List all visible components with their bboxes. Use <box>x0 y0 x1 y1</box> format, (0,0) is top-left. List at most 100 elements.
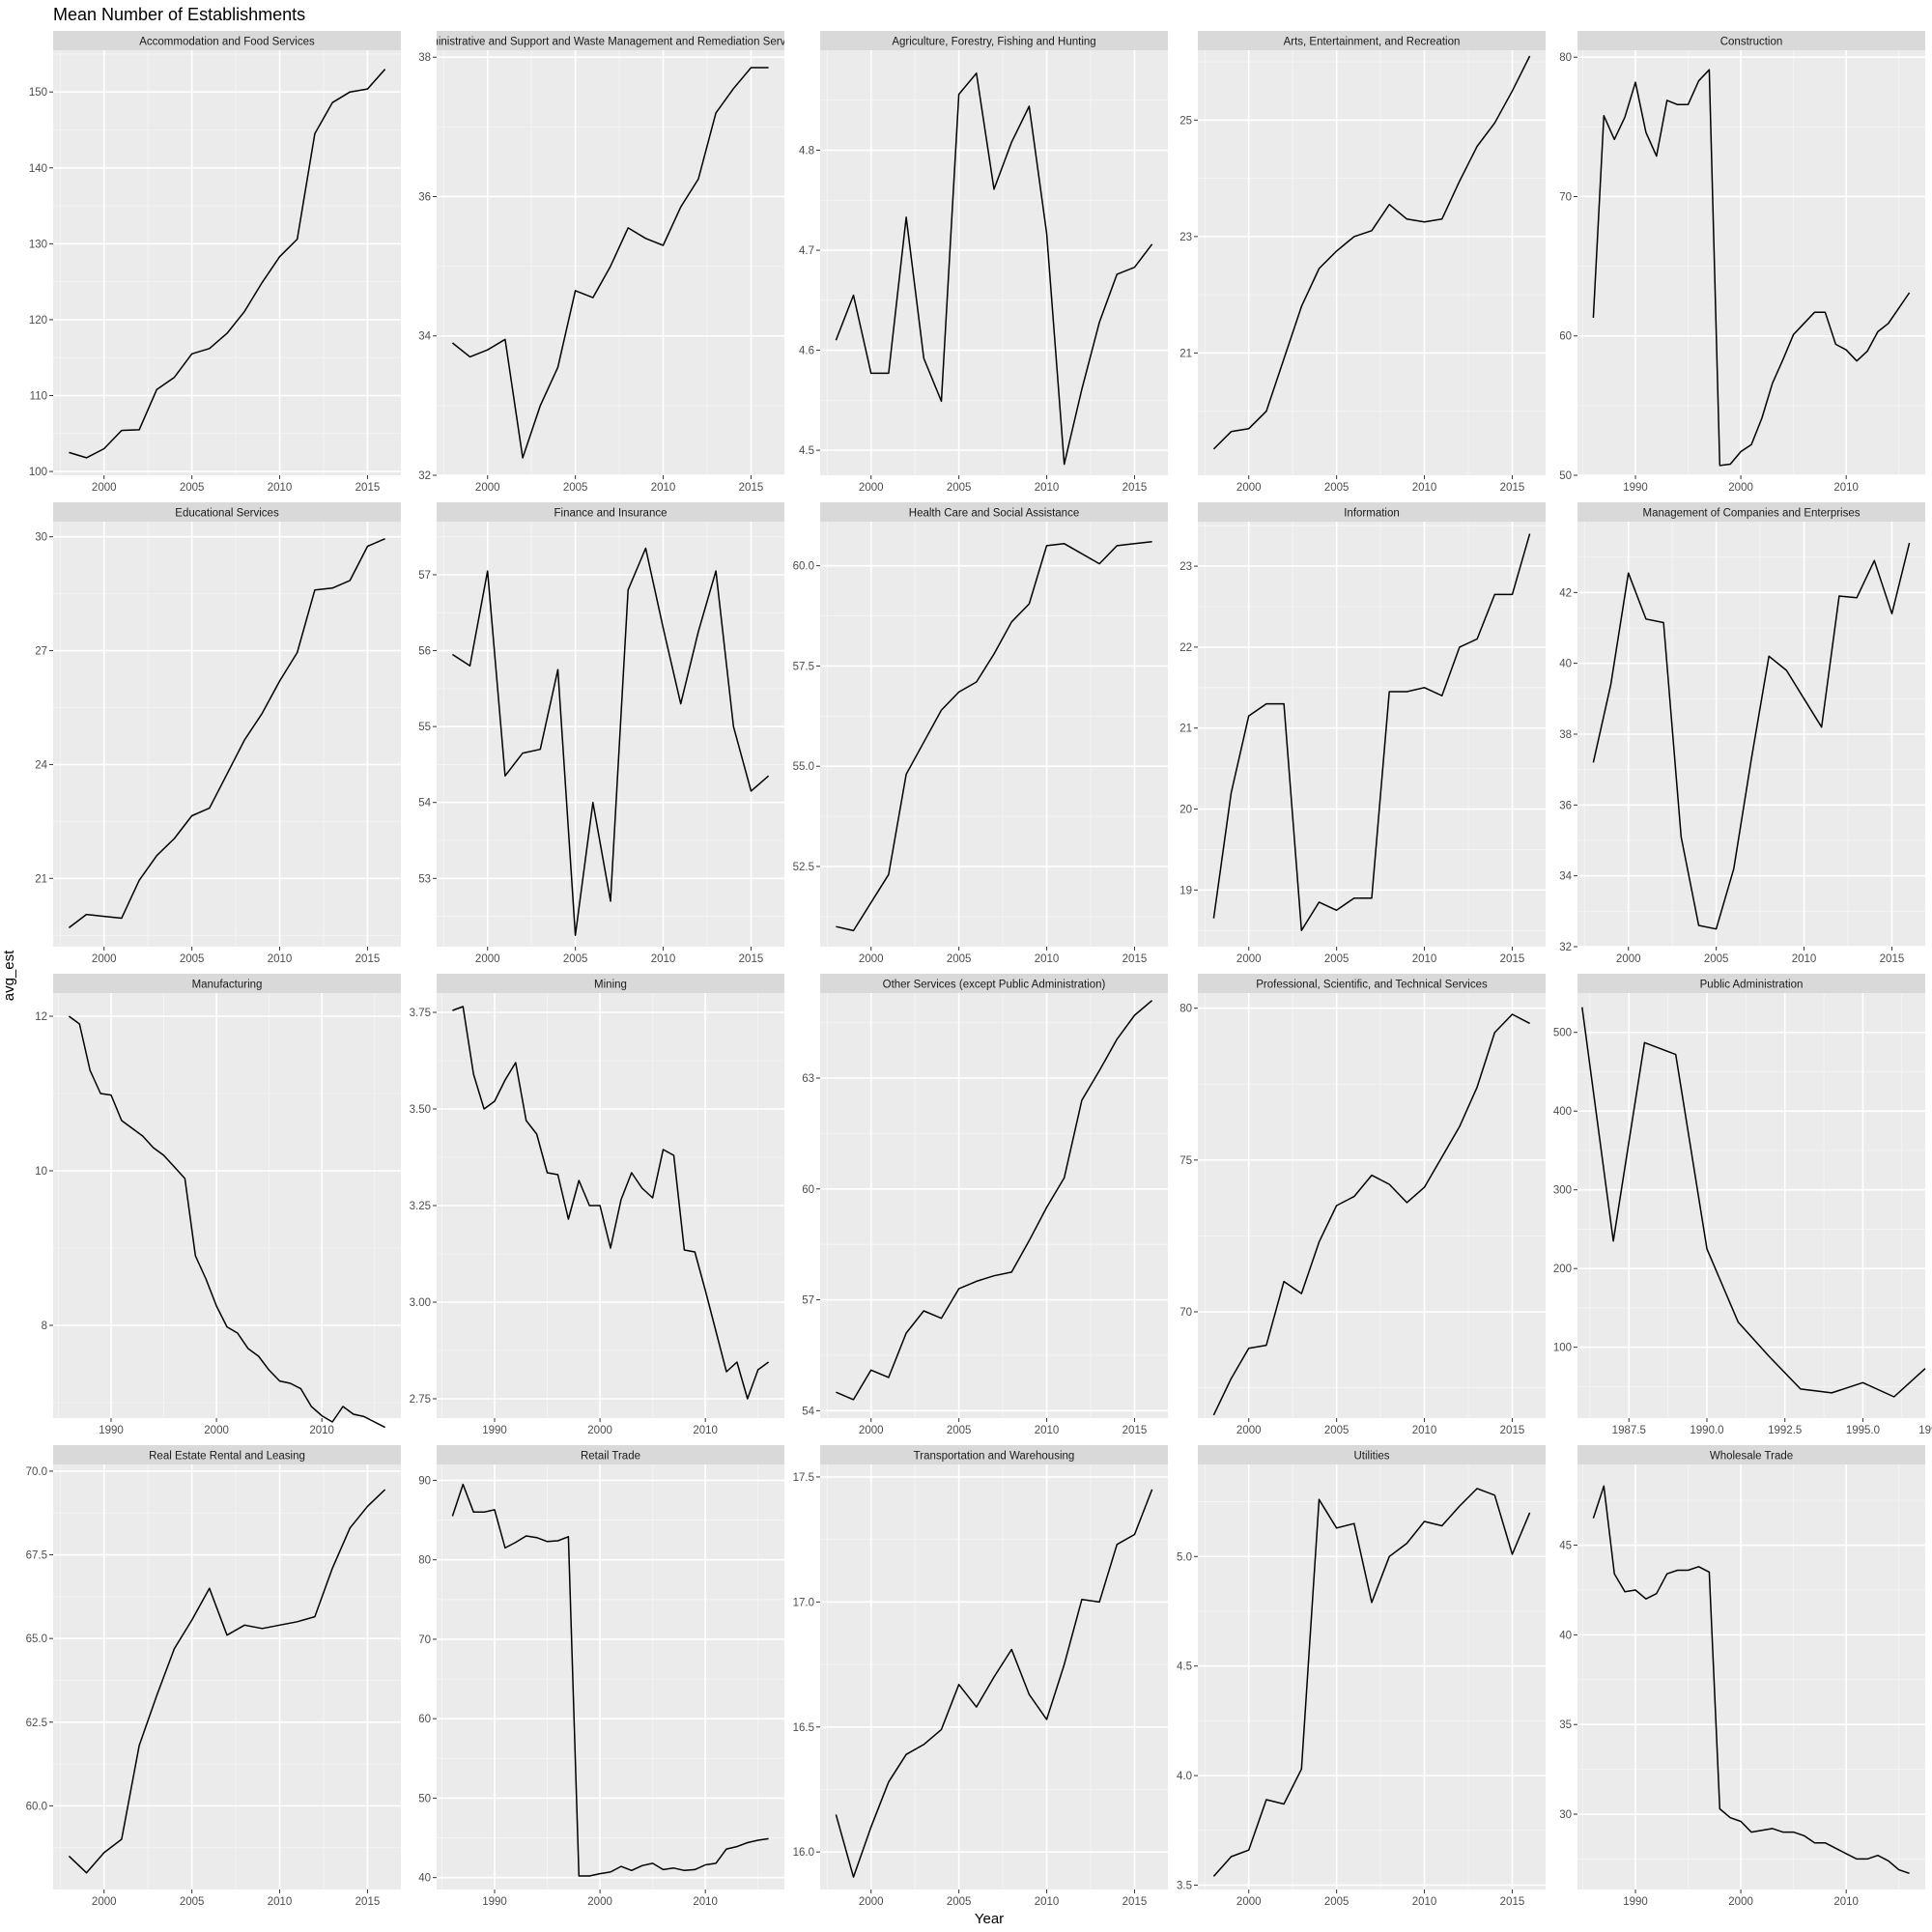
series-line <box>835 1489 1153 1878</box>
series-line <box>451 547 770 936</box>
facet-strip-label: Wholesale Trade <box>1710 1451 1793 1463</box>
y-tick-label: 17.0 <box>793 1597 814 1608</box>
y-tick-label: 55.0 <box>793 761 814 773</box>
facet-panel: Other Services (except Public Administra… <box>802 974 1168 1436</box>
y-tick-label: 50 <box>1559 470 1572 482</box>
x-tick-label: 2000 <box>1236 1896 1262 1908</box>
y-tick-label: 4.7 <box>799 245 814 257</box>
panel-background <box>437 522 784 947</box>
x-tick-label: 2010 <box>651 953 676 965</box>
facet-strip <box>437 1445 784 1464</box>
y-tick-label: 80 <box>1179 1004 1192 1015</box>
facet-strip-label: Health Care and Social Assistance <box>909 508 1079 520</box>
facet-panel: Public Administration 1987.5 1990.0 1992.5 1… <box>1553 974 1932 1436</box>
facet-strip-label: Construction <box>1720 37 1783 48</box>
x-tick-label: 2005 <box>180 482 205 494</box>
facet-panel: Transportation and Warehousing 2000 2005 20… <box>793 1445 1168 1908</box>
facet-panel: Wholesale Trade 1990 2000 2010 30 35 40 45 <box>1559 1445 1925 1908</box>
facet-strip <box>1198 1445 1546 1464</box>
facet-panel: Retail Trade 1990 2000 2010 40 50 60 70 80 90 <box>418 1445 784 1908</box>
x-tick-label: 2015 <box>1122 1896 1148 1908</box>
facet-strip <box>53 974 401 993</box>
x-tick-label: 2005 <box>947 1896 972 1908</box>
y-tick-label: 55 <box>418 722 431 733</box>
facet-panel: Accommodation and Food Services 2000 2005 2… <box>29 31 401 494</box>
series-line <box>1212 533 1531 931</box>
facet-panel: Construction 1990 2000 2010 50 60 70 80 <box>1559 31 1925 494</box>
x-tick-label: 2000 <box>1236 953 1262 965</box>
x-tick-label: 2000 <box>1236 1425 1262 1436</box>
x-tick-label: 2000 <box>859 482 884 494</box>
x-tick-label: 2005 <box>1324 1425 1350 1436</box>
y-tick-label: 60.0 <box>26 1801 47 1812</box>
facet-strip-label: Real Estate Rental and Leasing <box>149 1451 305 1463</box>
facet-strip-label: Management of Companies and Enterprises <box>1642 508 1860 520</box>
x-tick-label: 2010 <box>268 1896 293 1908</box>
y-tick-label: 30 <box>1559 1809 1572 1821</box>
x-tick-label: 2015 <box>1500 482 1525 494</box>
x-tick-label: 2015 <box>1122 1425 1148 1436</box>
x-tick-label: 2005 <box>1324 1896 1350 1908</box>
y-tick-label: 70 <box>1559 191 1572 203</box>
y-tick-label: 34 <box>418 331 431 343</box>
x-tick-label: 2000 <box>859 1425 884 1436</box>
y-tick-label: 200 <box>1553 1264 1572 1275</box>
facet-strip-label: Public Administration <box>1700 980 1804 991</box>
x-tick-label: 2005 <box>1324 482 1350 494</box>
y-tick-label: 52.5 <box>793 862 814 873</box>
facet-panel: Information 2000 2005 2010 2015 19 20 21 22 23 <box>1179 502 1546 965</box>
y-tick-label: 57 <box>802 1295 814 1307</box>
y-tick-label: 150 <box>29 87 47 99</box>
x-tick-label: 2005 <box>947 1425 972 1436</box>
panel-background <box>820 993 1168 1418</box>
y-tick-label: 67.5 <box>26 1550 47 1562</box>
facet-panel: Finance and Insurance 2000 2005 2010 2015 53 5… <box>418 502 784 965</box>
y-tick-label: 54 <box>418 798 431 810</box>
facet-strip-label: Utilities <box>1353 1451 1389 1463</box>
panel-background <box>53 50 401 475</box>
y-tick-label: 4.6 <box>799 346 814 357</box>
facet-panel: Educational Services 2000 2005 2010 2015 21 24… <box>35 502 401 965</box>
y-tick-label: 34 <box>1559 871 1572 883</box>
x-tick-label: 2000 <box>859 953 884 965</box>
x-tick-label: 1990 <box>1623 482 1648 494</box>
facet-strip <box>1198 31 1546 50</box>
x-tick-label: 2015 <box>355 953 381 965</box>
x-tick-label: 2015 <box>1500 1896 1525 1908</box>
y-tick-label: 23 <box>1179 561 1192 573</box>
y-tick-label: 36 <box>1559 800 1572 811</box>
series-line <box>1212 1488 1531 1877</box>
y-tick-label: 56 <box>418 646 431 658</box>
x-tick-label: 2000 <box>859 1896 884 1908</box>
y-tick-label: 27 <box>35 646 47 658</box>
y-tick-label: 3.25 <box>410 1201 431 1212</box>
y-tick-label: 3.5 <box>1177 1880 1192 1891</box>
x-tick-label: 2000 <box>204 1425 229 1436</box>
y-tick-label: 100 <box>1553 1343 1572 1354</box>
y-tick-label: 70.0 <box>26 1466 47 1478</box>
x-tick-label: 2010 <box>1833 482 1859 494</box>
facet-strip-label: Agriculture, Forestry, Fishing and Hunti… <box>892 37 1095 48</box>
facet-strip <box>53 1445 401 1464</box>
y-tick-label: 32 <box>1559 942 1572 953</box>
facet-strip-label: Arts, Entertainment, and Recreation <box>1284 37 1461 48</box>
x-tick-label: 1990 <box>99 1425 124 1436</box>
y-tick-label: 40 <box>418 1873 431 1885</box>
y-tick-label: 62.5 <box>26 1718 47 1729</box>
x-tick-label: 2015 <box>1500 953 1525 965</box>
series-line <box>836 1000 1153 1401</box>
panel-background <box>1198 50 1546 475</box>
x-tick-label: 2005 <box>947 482 972 494</box>
y-tick-label: 53 <box>418 873 431 885</box>
y-tick-label: 42 <box>1559 587 1572 599</box>
x-tick-label: 2015 <box>1880 953 1905 965</box>
x-tick-label: 2000 <box>1728 1896 1753 1908</box>
series-line <box>1592 542 1911 930</box>
y-tick-label: 24 <box>35 759 47 771</box>
y-tick-label: 8 <box>42 1321 47 1332</box>
facet-strip <box>1577 1445 1925 1464</box>
facet-strip <box>1577 974 1925 993</box>
x-tick-label: 2010 <box>1412 953 1437 965</box>
y-tick-label: 4.5 <box>1177 1662 1192 1673</box>
x-tick-label: 2005 <box>1704 953 1729 965</box>
